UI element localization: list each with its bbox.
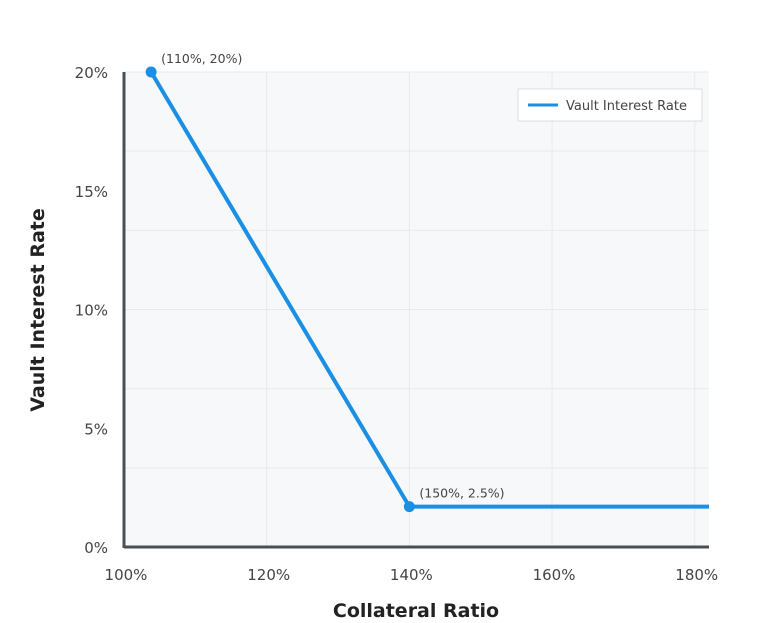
data-point <box>403 501 415 513</box>
point-annotation: (150%, 2.5%) <box>419 486 504 501</box>
x-tick-label: 100% <box>105 566 148 584</box>
legend-label: Vault Interest Rate <box>566 99 687 114</box>
y-tick-label: 20% <box>75 64 108 82</box>
y-tick-label: 5% <box>84 420 108 438</box>
x-tick-label: 120% <box>247 566 290 584</box>
y-axis-title: Vault Interest Rate <box>27 208 49 411</box>
y-tick-label: 10% <box>75 302 108 320</box>
y-tick-label: 0% <box>84 539 108 557</box>
y-tick-label: 15% <box>75 183 108 201</box>
grid <box>124 71 709 547</box>
x-tick-label: 180% <box>675 566 718 584</box>
x-axis-title: Collateral Ratio <box>333 600 499 622</box>
x-tick-label: 160% <box>533 566 576 584</box>
series: (110%, 20%) (150%, 2.5%) <box>145 51 709 513</box>
point-annotation: (110%, 20%) <box>161 51 242 66</box>
tick-labels: 100% 120% 140% 160% 180% 0% 5% 10% 15% 20% <box>75 64 719 584</box>
axes <box>122 72 709 549</box>
data-point <box>145 66 157 78</box>
legend: Vault Interest Rate <box>517 88 703 122</box>
x-tick-label: 140% <box>390 566 433 584</box>
